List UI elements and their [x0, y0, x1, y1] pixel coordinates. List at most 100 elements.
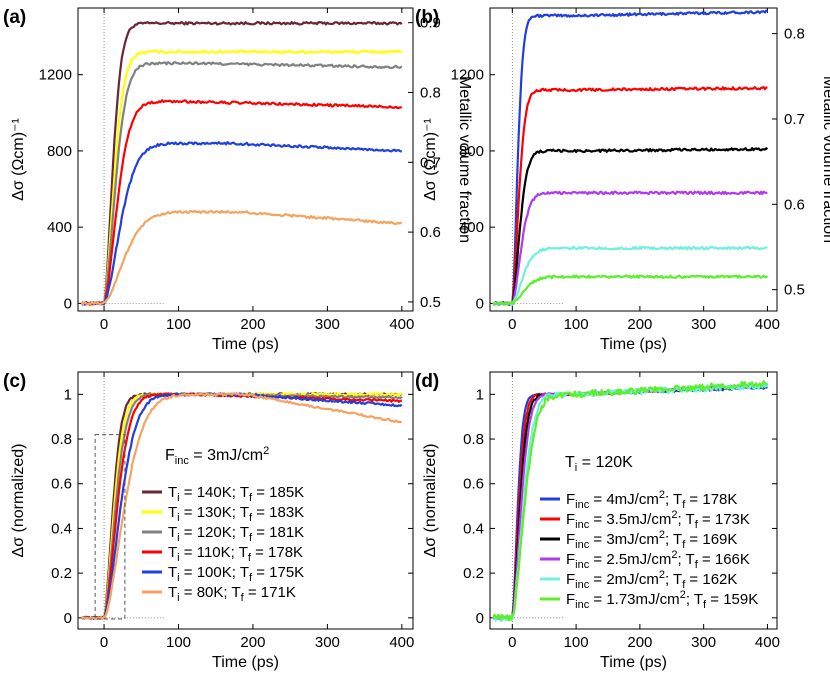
series-line	[493, 9, 769, 306]
x-tick-label: 100	[166, 316, 191, 333]
legend-entry: Ti = 110K; Tf = 178K	[168, 544, 303, 564]
y-tick-label: 1200	[451, 67, 484, 84]
x-tick-label: 200	[240, 634, 265, 651]
y-tick-label: 1	[476, 386, 484, 403]
legend-entry: Ti = 80K; Tf = 171K	[168, 584, 296, 604]
y2-tick-label: 0.5	[420, 294, 441, 311]
plot-frame	[489, 7, 778, 312]
panel-label: (a)	[3, 7, 26, 28]
y-tick-label: 1200	[39, 67, 72, 84]
y-tick-label: 0.2	[463, 565, 484, 582]
series-line	[81, 21, 403, 306]
x-tick-label: 0	[100, 316, 108, 333]
x-tick-label: 0	[100, 634, 108, 651]
series-line	[81, 99, 402, 306]
y-tick-label: 0.4	[463, 520, 484, 537]
y-tick-label: 0.4	[51, 520, 72, 537]
y2-tick-label: 0.9	[420, 15, 441, 32]
y-tick-label: 0.8	[463, 431, 484, 448]
y-tick-label: 0.6	[463, 476, 484, 493]
y-tick-label: 0	[476, 610, 484, 627]
y-tick-label: 1	[64, 386, 72, 403]
legend-entry: Finc = 2.5mJ/cm2; Tf = 166K	[566, 549, 750, 571]
x-tick-label: 400	[755, 316, 780, 333]
annotation-text: Ti = 120K	[565, 454, 633, 474]
y-tick-label: 0	[64, 295, 72, 312]
y-axis-label: Δσ (Ωcm)⁻¹	[10, 118, 27, 201]
y2-tick-label: 0.6	[420, 224, 441, 241]
x-tick-label: 300	[315, 316, 340, 333]
y-tick-label: 0.8	[51, 431, 72, 448]
series-line	[81, 61, 403, 306]
plot-frame	[489, 371, 778, 630]
y-axis-label: Δσ (normalized)	[10, 444, 27, 558]
y2-tick-label: 0.7	[420, 154, 441, 171]
panel-label: (d)	[415, 371, 439, 392]
legend-entry: Finc = 3.5mJ/cm2; Tf = 173K	[566, 509, 750, 531]
y-axis-label: Δσ (normalized)	[422, 444, 439, 558]
plot-frame	[77, 371, 414, 630]
y-tick-label: 0	[64, 610, 72, 627]
series-line	[493, 147, 769, 306]
x-tick-label: 200	[627, 634, 652, 651]
x-tick-label: 200	[240, 316, 265, 333]
x-tick-label: 100	[564, 634, 589, 651]
series-line	[492, 245, 768, 306]
y-tick-label: 400	[459, 219, 484, 236]
x-tick-label: 0	[508, 316, 516, 333]
x-tick-label: 200	[627, 316, 652, 333]
y-tick-label: 400	[47, 219, 72, 236]
legend-entry: Finc = 2mJ/cm2; Tf = 162K	[566, 569, 737, 591]
x-tick-label: 300	[315, 634, 340, 651]
x-tick-label: 300	[691, 634, 716, 651]
x-tick-label: 400	[389, 634, 414, 651]
panel-c: 0 100 200 300 400 0 0.2 0.4 0.6 0.8 1 Time (ps) Δσ (…	[3, 371, 414, 671]
y2-tick-label: 0.8	[420, 84, 441, 101]
x-tick-label: 0	[508, 634, 516, 651]
legend-entry: Finc = 4mJ/cm2; Tf = 178K	[566, 489, 737, 511]
x-tick-label: 100	[166, 634, 191, 651]
panel-label: (b)	[415, 7, 439, 28]
y2-axis-label: Metallic volume fraction	[456, 76, 473, 243]
series-line	[80, 49, 403, 306]
y2-axis-label: Metallic volume fraction	[820, 76, 830, 243]
y2-tick-label: 0.7	[784, 111, 805, 128]
x-tick-label: 400	[389, 316, 414, 333]
legend-entry: Finc = 3mJ/cm2; Tf = 169K	[566, 529, 737, 551]
x-axis-label: Time (ps)	[212, 654, 279, 671]
x-axis-label: Time (ps)	[600, 654, 667, 671]
series-line	[492, 274, 769, 306]
y-tick-label: 0.2	[51, 565, 72, 582]
series-line	[81, 392, 402, 620]
y-tick-label: 800	[459, 143, 484, 160]
series-line	[80, 209, 403, 306]
panel-d: 0 100 200 300 400 0 0.2 0.4 0.6 0.8 1 Time (ps) Δσ (…	[415, 371, 780, 671]
x-tick-label: 300	[691, 316, 716, 333]
series-line	[80, 141, 402, 306]
legend-entry: Ti = 140K; Tf = 185K	[168, 484, 304, 504]
x-tick-label: 100	[564, 316, 589, 333]
y-tick-label: 800	[47, 143, 72, 160]
legend-entry: Ti = 100K; Tf = 175K	[168, 564, 304, 584]
legend-entry: Finc = 1.73mJ/cm2; Tf = 159K	[566, 589, 758, 611]
y-tick-label: 0	[476, 295, 484, 312]
series-line	[492, 86, 768, 306]
plot-frame	[77, 7, 414, 312]
zoom-box	[94, 434, 126, 620]
x-tick-label: 400	[755, 634, 780, 651]
annotation-text: Finc = 3mJ/cm2	[165, 445, 269, 467]
panel-label: (c)	[3, 371, 26, 392]
panel-a: 0 100 200 300 400 0 400 800 1200 0.5 0.6 0.7 0.8 0.9 M…	[3, 7, 473, 353]
legend-entry: Ti = 120K; Tf = 181K	[168, 524, 304, 544]
series-line	[492, 380, 768, 622]
y-tick-label: 0.6	[51, 476, 72, 493]
x-axis-label: Time (ps)	[212, 336, 279, 353]
y-axis-label: Δσ (Ωcm)⁻¹	[422, 118, 439, 201]
y2-tick-label: 0.6	[784, 196, 805, 213]
series-line	[492, 190, 768, 306]
panel-b: 0 100 200 300 400 0 400 800 1200 0.5 0.6 0.7 0.8 Meta…	[415, 7, 830, 353]
y2-tick-label: 0.8	[784, 26, 805, 43]
x-axis-label: Time (ps)	[600, 336, 667, 353]
y2-tick-label: 0.5	[784, 282, 805, 299]
